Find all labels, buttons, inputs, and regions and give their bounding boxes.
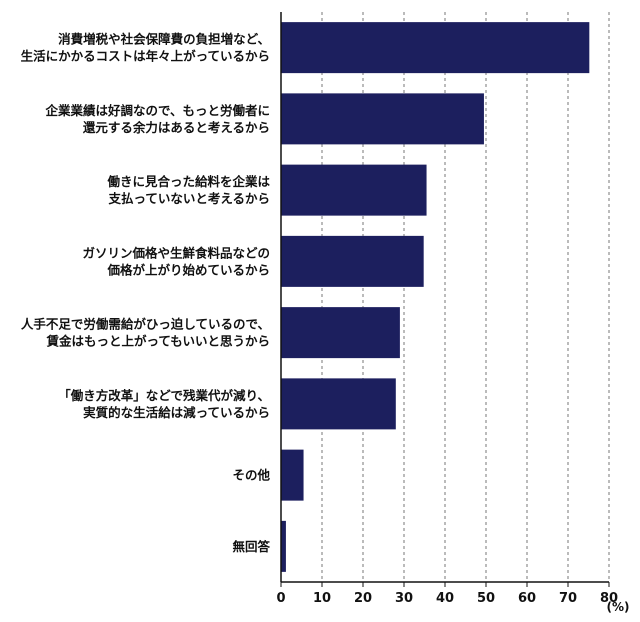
x-tick-label: 60 xyxy=(518,591,536,606)
gridlines xyxy=(321,12,610,582)
x-tick-label: 50 xyxy=(477,591,495,606)
category-label: ガソリン価格や生鮮食料品などの xyxy=(82,245,270,260)
bar xyxy=(281,520,286,572)
category-label: 価格が上がり始めているから xyxy=(106,262,270,277)
bar xyxy=(281,449,304,501)
x-tick-labels: 0 10 20 30 40 50 60 70 80 xyxy=(276,591,618,606)
bar xyxy=(281,22,590,74)
x-tick-label: 70 xyxy=(559,591,577,606)
x-tick-label: 80 xyxy=(600,591,618,606)
bar xyxy=(281,93,484,145)
category-label: その他 xyxy=(232,468,270,483)
x-tick-label: 30 xyxy=(395,591,413,606)
bar xyxy=(281,307,400,359)
category-label: 消費増税や社会保障費の負担増など、 xyxy=(58,32,270,47)
bars xyxy=(281,22,590,572)
category-labels: 消費増税や社会保障費の負担増など、生活にかかるコストは年々上がっているから企業業… xyxy=(21,32,271,554)
category-label: 企業業績は好調なので、もっと労働者に xyxy=(44,103,270,118)
category-label: 生活にかかるコストは年々上がっているから xyxy=(21,49,270,64)
category-label: 支払っていないと考えるから xyxy=(107,191,270,206)
x-tick-label: 0 xyxy=(276,591,285,606)
x-tick-label: 20 xyxy=(354,591,372,606)
bar xyxy=(281,164,427,216)
category-label: 無回答 xyxy=(232,539,270,554)
bar xyxy=(281,235,424,287)
category-label: 還元する余力はあると考えるから xyxy=(83,120,270,135)
category-label: 「働き方改革」などで残業代が減り、 xyxy=(58,388,270,403)
category-label: 実質的な生活給は減っているから xyxy=(83,405,270,420)
x-tick-label: 10 xyxy=(313,591,331,606)
axes xyxy=(280,12,610,587)
x-unit-label: (%) xyxy=(607,600,630,614)
x-tick-label: 40 xyxy=(436,591,454,606)
bar xyxy=(281,378,396,430)
category-label: 人手不足で労働需給がひっ迫しているので、 xyxy=(21,317,270,332)
category-label: 働きに見合った給料を企業は xyxy=(106,174,270,189)
category-label: 賃金はもっと上がってもいいと思うから xyxy=(45,334,270,349)
